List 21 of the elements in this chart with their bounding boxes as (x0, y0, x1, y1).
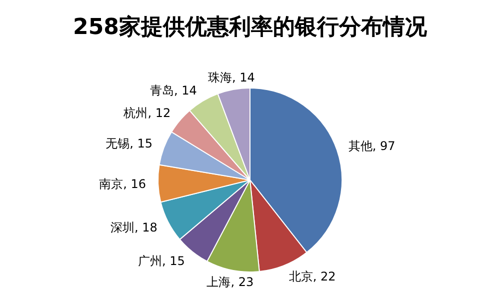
data-label: , 15 (162, 254, 185, 268)
slice-label: 北京 (288, 269, 313, 284)
data-label: , 14 (174, 84, 197, 98)
data-label: , 23 (230, 275, 254, 290)
slice-label: 广州 (138, 254, 162, 268)
slice-label: 珠海 (208, 70, 232, 85)
data-label: , 12 (148, 106, 171, 120)
data-label: , 18 (134, 220, 158, 234)
slice-label: 无锡 (106, 136, 130, 151)
data-label: , 16 (123, 176, 146, 191)
data-label: , 15 (130, 136, 153, 151)
data-label: , 22 (312, 269, 336, 284)
slice-label: 其他 (348, 139, 372, 154)
slice-label: 深圳 (110, 220, 134, 234)
chart-title: 258家提供优惠利率的银行分布情况 (73, 14, 428, 40)
data-label: , 14 (232, 70, 255, 85)
slice-label: 南京 (99, 176, 124, 191)
data-label: , 97 (372, 139, 396, 154)
slice-label: 杭州 (122, 106, 148, 120)
slice-label: 上海 (206, 275, 231, 290)
slice-label: 青岛 (150, 84, 174, 98)
